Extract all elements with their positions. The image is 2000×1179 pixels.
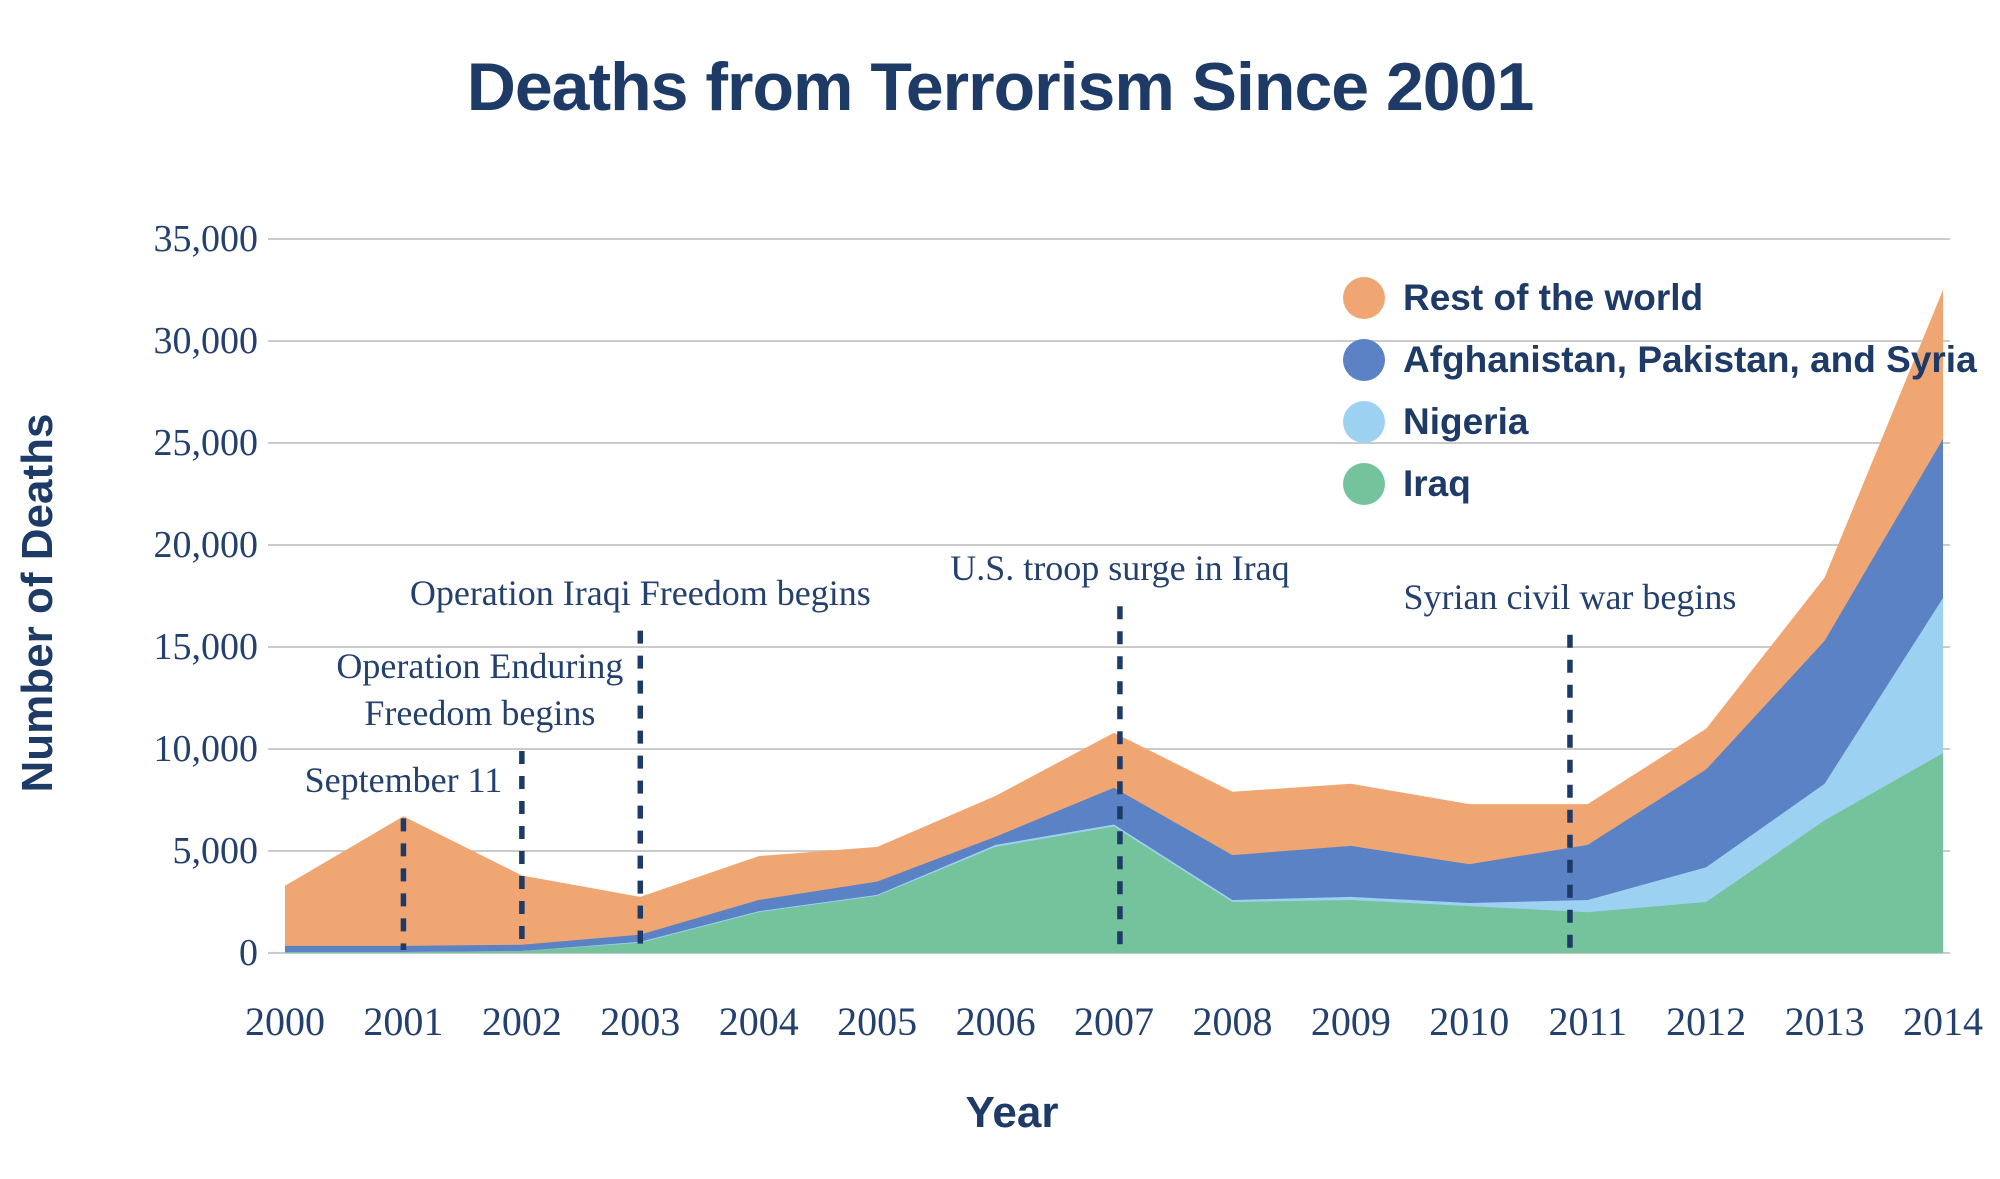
y-tick-label-20000: 20,000 [153, 524, 259, 566]
y-tick-label-15000: 15,000 [153, 626, 259, 668]
annotation-line: Freedom begins [364, 693, 596, 734]
legend-dot-afghanistan-pakistan-and-syria [1343, 339, 1385, 381]
x-tick-label-2002: 2002 [481, 999, 562, 1044]
x-tick-label-2007: 2007 [1074, 999, 1154, 1044]
annotation-us-troop-surge: U.S. troop surge in Iraq [950, 545, 1289, 592]
legend: Rest of the world Afghanistan, Pakistan, … [1343, 275, 1977, 523]
x-tick-label-2011: 2011 [1548, 999, 1627, 1044]
x-tick-label-2003: 2003 [600, 999, 681, 1044]
annotation-line: September 11 [304, 760, 503, 801]
y-tick-label-5000: 5,000 [172, 830, 259, 872]
x-tick-label-2014: 2014 [1903, 999, 1984, 1044]
legend-item-iraq: Iraq [1343, 461, 1977, 507]
area-iraq [285, 753, 1943, 953]
annotation-line: Operation Iraqi Freedom begins [409, 572, 871, 613]
annotation-operation-iraqi-freedom: Operation Iraqi Freedom begins [410, 570, 871, 617]
annotation-operation-enduring-freedom: Operation Enduring Freedom begins [336, 643, 623, 737]
y-tick-label-10000: 10,000 [153, 728, 259, 770]
y-tick-label-35000: 35,000 [153, 218, 259, 260]
legend-label-iraq: Iraq [1403, 463, 1471, 504]
legend-label-afghanistan-pakistan-and-syria: Afghanistan, Pakistan, and Syria [1403, 339, 1977, 380]
x-tick-label-2013: 2013 [1784, 999, 1865, 1044]
annotation-september-11: September 11 [305, 757, 503, 804]
legend-dot-iraq [1343, 463, 1385, 505]
annotation-line: U.S. troop surge in Iraq [950, 548, 1290, 589]
legend-item-nigeria: Nigeria [1343, 399, 1977, 445]
legend-item-afghanistan-pakistan-and-syria: Afghanistan, Pakistan, and Syria [1343, 337, 1977, 383]
x-tick-label-2001: 2001 [363, 999, 444, 1044]
x-tick-label-2005: 2005 [837, 999, 918, 1044]
y-tick-label-25000: 25,000 [153, 422, 259, 464]
x-axis-title: Year [965, 1088, 1059, 1137]
y-axis-title: Number of Deaths [13, 413, 62, 793]
x-tick-label-2006: 2006 [955, 999, 1036, 1044]
legend-item-rest-of-the-world: Rest of the world [1343, 275, 1977, 321]
legend-dot-nigeria [1343, 401, 1385, 443]
x-tick-label-2009: 2009 [1310, 999, 1391, 1044]
y-tick-label-30000: 30,000 [153, 320, 259, 362]
x-tick-label-2012: 2012 [1666, 999, 1747, 1044]
x-tick-label-2010: 2010 [1429, 999, 1510, 1044]
x-tick-label-2004: 2004 [718, 999, 799, 1044]
annotation-line: Operation Enduring [336, 646, 624, 687]
x-tick-label-2000: 2000 [245, 999, 325, 1044]
annotation-line: Syrian civil war begins [1403, 576, 1737, 617]
y-tick-label-0: 0 [239, 932, 258, 974]
x-tick-label-2008: 2008 [1192, 999, 1273, 1044]
annotation-syrian-civil-war: Syrian civil war begins [1403, 574, 1736, 621]
legend-label-rest-of-the-world: Rest of the world [1403, 277, 1704, 318]
chart-title: Deaths from Terrorism Since 2001 [466, 49, 1535, 125]
legend-dot-rest-of-the-world [1343, 277, 1385, 319]
legend-label-nigeria: Nigeria [1403, 401, 1529, 442]
